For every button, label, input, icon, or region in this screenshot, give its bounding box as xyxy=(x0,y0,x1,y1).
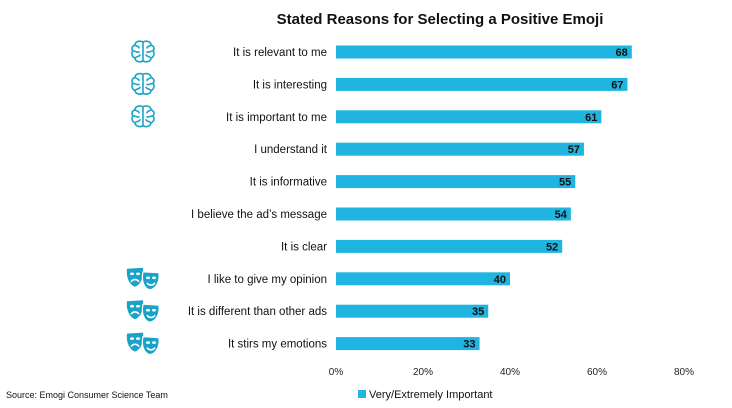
x-tick-label: 60% xyxy=(587,367,607,378)
bar xyxy=(336,175,576,189)
data-label: 54 xyxy=(555,209,568,221)
data-label: 52 xyxy=(546,241,558,253)
brain-icon xyxy=(131,40,155,63)
data-label: 57 xyxy=(568,144,580,156)
category-label: It is interesting xyxy=(253,79,327,91)
bar xyxy=(336,142,584,156)
category-label: It is informative xyxy=(250,177,327,189)
bar xyxy=(336,45,632,59)
data-label: 35 xyxy=(472,306,484,318)
brain-icon xyxy=(131,105,155,128)
brain-icon xyxy=(131,72,155,95)
data-label: 68 xyxy=(616,47,628,59)
bar xyxy=(336,110,602,124)
source-note: Source: Emogi Consumer Science Team xyxy=(6,390,168,400)
chart-title: Stated Reasons for Selecting a Positive … xyxy=(277,11,604,28)
theater-masks-icon xyxy=(126,332,160,356)
bar xyxy=(336,304,489,318)
theater-masks-icon xyxy=(126,300,160,323)
legend-swatch xyxy=(358,390,366,398)
x-tick-label: 20% xyxy=(413,367,433,378)
x-tick-label: 80% xyxy=(674,367,694,378)
bar xyxy=(336,337,480,351)
data-label: 61 xyxy=(585,112,597,124)
category-label: It stirs my emotions xyxy=(228,339,327,351)
row-icons xyxy=(126,40,160,356)
x-tick-label: 0% xyxy=(329,367,344,378)
data-label: 55 xyxy=(559,177,571,189)
bar xyxy=(336,272,510,286)
theater-masks-icon xyxy=(126,267,160,291)
category-label: It is relevant to me xyxy=(233,47,327,59)
category-label: It is important to me xyxy=(226,112,327,124)
legend-label: Very/Extremely Important xyxy=(369,389,493,401)
bars: It is relevant to me 68 It is interesting 6… xyxy=(188,45,632,351)
bar xyxy=(336,207,571,221)
data-label: 67 xyxy=(611,79,623,91)
bar xyxy=(336,239,563,253)
data-label: 40 xyxy=(494,274,506,286)
category-label: It is clear xyxy=(281,241,327,253)
category-label: I believe the ad’s message xyxy=(191,209,327,221)
category-label: I understand it xyxy=(254,144,328,156)
category-label: It is different than other ads xyxy=(188,306,327,318)
data-label: 33 xyxy=(463,339,475,351)
bar xyxy=(336,77,628,91)
legend: Very/Extremely Important xyxy=(358,389,493,401)
x-tick-label: 40% xyxy=(500,367,520,378)
category-label: I like to give my opinion xyxy=(207,274,327,286)
x-axis: 0% 20% 40% 60% 80% xyxy=(329,367,694,378)
